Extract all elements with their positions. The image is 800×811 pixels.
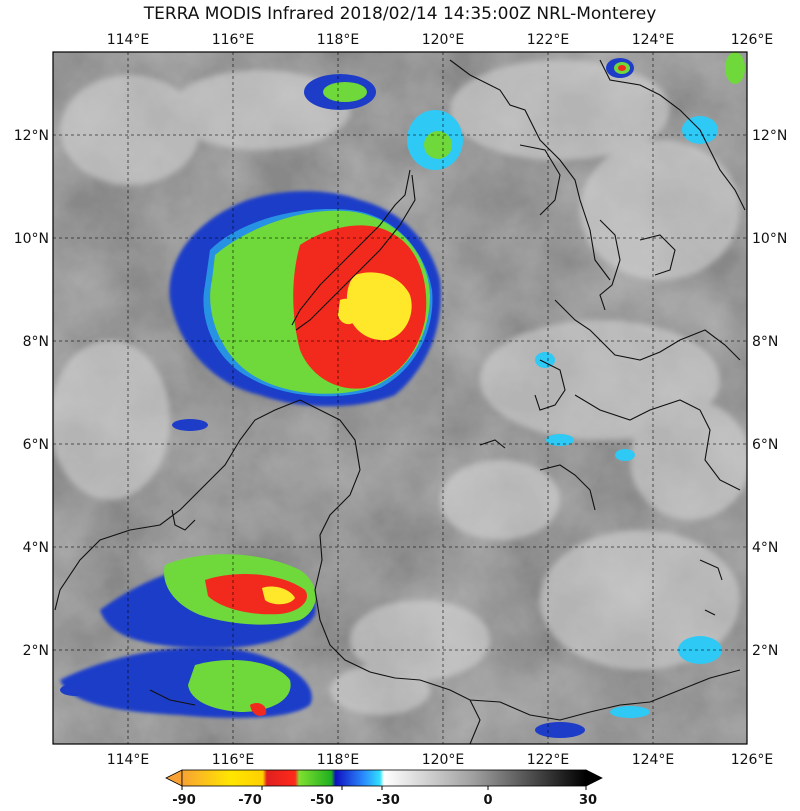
- colorbar-tick-neg90: -90: [172, 793, 196, 808]
- colorbar-tick-neg30: -30: [376, 793, 400, 808]
- colorbar-low-arrow: [165, 769, 183, 787]
- lon-label-118: 118°E: [317, 32, 360, 48]
- lat-label-2-right: 2°N: [752, 643, 778, 659]
- lon-labels-top: 114°E 116°E 118°E 120°E 122°E 124°E 126°…: [107, 32, 774, 48]
- lat-labels-left: 12°N 10°N 8°N 6°N 4°N 2°N: [14, 128, 49, 659]
- storm-south: [60, 554, 316, 718]
- lat-label-10-right: 10°N: [752, 231, 787, 247]
- colorbar-high-arrow: [585, 769, 603, 787]
- lon-label-116-bottom: 116°E: [212, 752, 255, 768]
- lat-label-8-right: 8°N: [752, 334, 778, 350]
- lon-label-116: 116°E: [212, 32, 255, 48]
- lat-label-6-right: 6°N: [752, 437, 778, 453]
- lon-label-124-bottom: 124°E: [632, 752, 675, 768]
- map-frame: [52, 51, 748, 745]
- lon-label-114: 114°E: [107, 32, 150, 48]
- lon-label-118-bottom: 118°E: [317, 752, 360, 768]
- colorbar-bar: [181, 769, 587, 787]
- coastlines: [54, 59, 746, 744]
- colorbar-tick-neg50: -50: [310, 793, 334, 808]
- storm-north: [169, 191, 441, 407]
- lon-label-126: 126°E: [731, 32, 774, 48]
- lon-label-120: 120°E: [422, 32, 465, 48]
- colorbar-tick-neg70: -70: [238, 793, 262, 808]
- graticule: [53, 52, 747, 744]
- lon-label-122-bottom: 122°E: [527, 752, 570, 768]
- lat-labels-right: 12°N 10°N 8°N 6°N 4°N 2°N: [752, 128, 787, 659]
- lat-label-8: 8°N: [23, 334, 49, 350]
- lat-label-4: 4°N: [23, 540, 49, 556]
- lat-label-12-right: 12°N: [752, 128, 787, 144]
- lon-labels-bottom: 114°E 116°E 118°E 120°E 122°E 124°E 126°…: [107, 752, 774, 768]
- lon-label-114-bottom: 114°E: [107, 752, 150, 768]
- lat-label-6: 6°N: [23, 437, 49, 453]
- small-cells: [60, 52, 745, 738]
- colorbar: -90 -70 -50 -30 0 30: [165, 769, 603, 808]
- colorbar-tick-30: 30: [579, 793, 597, 808]
- map-title: TERRA MODIS Infrared 2018/02/14 14:35:00…: [143, 4, 657, 24]
- lat-label-12: 12°N: [14, 128, 49, 144]
- colorbar-tick-0: 0: [483, 793, 492, 808]
- lon-label-120-bottom: 120°E: [422, 752, 465, 768]
- lon-label-124: 124°E: [632, 32, 675, 48]
- lon-label-122: 122°E: [527, 32, 570, 48]
- lat-label-4-right: 4°N: [752, 540, 778, 556]
- lat-label-10: 10°N: [14, 231, 49, 247]
- lat-label-2: 2°N: [23, 643, 49, 659]
- lon-label-126-bottom: 126°E: [731, 752, 774, 768]
